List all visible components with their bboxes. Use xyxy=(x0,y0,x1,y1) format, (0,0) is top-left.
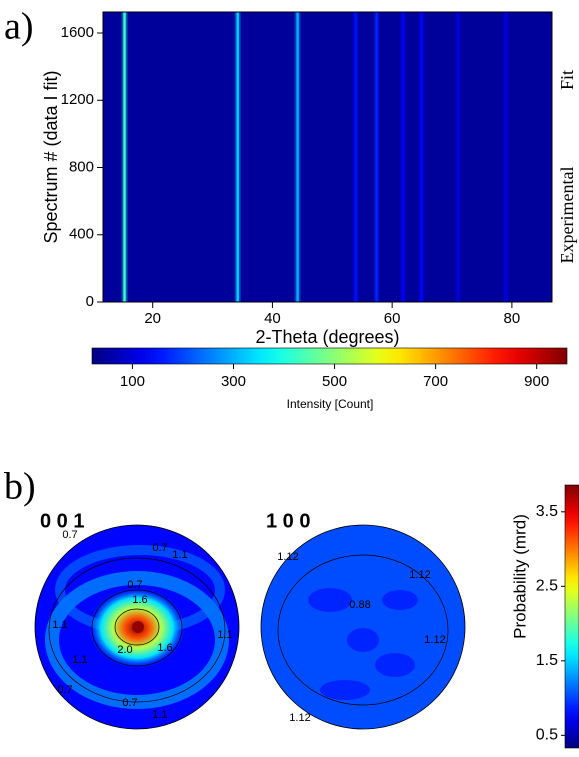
colorbar-tick-label: 700 xyxy=(423,373,448,390)
contour-label: 0.7 xyxy=(57,684,72,696)
contour-label: 0.7 xyxy=(152,542,167,554)
contour-label: 1.1 xyxy=(152,709,167,721)
peak-line xyxy=(375,12,378,302)
pole-contour xyxy=(277,554,449,706)
colorbar-tick-label: 900 xyxy=(524,373,549,390)
y-tick-label: 800 xyxy=(69,158,94,175)
peak-line xyxy=(420,12,423,302)
pole-figure-title: 1 0 0 xyxy=(266,510,310,532)
pole-outline xyxy=(34,524,240,730)
contour-label: 1.6 xyxy=(132,594,147,606)
x-axis-label: 2-Theta (degrees) xyxy=(255,327,399,347)
peak-line xyxy=(296,12,299,302)
peak-line xyxy=(236,12,239,302)
colorbar-tick-label: 3.5 xyxy=(536,503,558,520)
contour-label: 0.7 xyxy=(122,697,137,709)
pole-figure-field xyxy=(35,525,239,729)
plot-frame xyxy=(102,11,553,303)
panel-label: b) xyxy=(4,466,36,508)
contour-label: 1.12 xyxy=(409,569,430,581)
contour-label: 0.7 xyxy=(62,529,77,541)
colorbar xyxy=(91,347,568,365)
contour-label: 1.1 xyxy=(217,629,232,641)
colorbar-label: Intensity [Count] xyxy=(287,397,374,411)
colorbar-tick-label: 0.5 xyxy=(536,727,558,744)
pole-figure-title: 0 0 1 xyxy=(40,510,84,532)
peak-line xyxy=(504,12,508,302)
contour-label: 1.12 xyxy=(277,551,298,563)
region-label: Experimental xyxy=(557,167,577,264)
colorbar xyxy=(564,484,579,749)
x-tick-label: 60 xyxy=(384,310,401,327)
contour-label: 0.7 xyxy=(127,579,142,591)
heatmap-background xyxy=(103,12,552,302)
contour-label: 1.1 xyxy=(72,654,87,666)
pole-patch xyxy=(308,588,352,612)
peak-line xyxy=(401,12,405,302)
colorbar-tick-label: 300 xyxy=(221,373,246,390)
peak-line xyxy=(123,12,126,302)
contour-label: 2.0 xyxy=(117,644,132,656)
y-tick-label: 400 xyxy=(69,226,94,243)
contour-label: 1.1 xyxy=(52,619,67,631)
contour-label: 0.88 xyxy=(349,599,370,611)
colorbar-tick-label: 500 xyxy=(322,373,347,390)
region-label: Fit xyxy=(557,70,577,90)
contour-label: 1.12 xyxy=(424,634,445,646)
pole-patch xyxy=(375,653,415,677)
pole-hotspot-core xyxy=(132,621,144,633)
y-tick-label: 0 xyxy=(86,293,94,310)
y-tick-label: 1600 xyxy=(61,24,94,41)
pole-figure-field xyxy=(261,525,465,729)
colorbar-tick-label: 2.5 xyxy=(536,578,558,595)
pole-contour xyxy=(91,589,183,667)
x-tick-label: 40 xyxy=(264,310,281,327)
contour-label: 1.1 xyxy=(172,549,187,561)
x-tick-label: 80 xyxy=(504,310,521,327)
pole-patch xyxy=(382,590,418,610)
pole-outline xyxy=(260,524,466,730)
colorbar-label: Probability (mrd) xyxy=(510,514,529,639)
colorbar-tick-label: 100 xyxy=(120,373,145,390)
pole-contour xyxy=(48,557,226,703)
contour-label: 1.6 xyxy=(157,642,172,654)
x-tick-label: 20 xyxy=(144,310,161,327)
y-axis-label: Spectrum # (data I fit) xyxy=(41,70,61,243)
pole-patch xyxy=(347,628,379,652)
panel-label: a) xyxy=(4,6,34,48)
pole-contour xyxy=(114,608,160,646)
peak-line xyxy=(354,12,357,302)
contour-label: 1.12 xyxy=(289,712,310,724)
y-tick-label: 1200 xyxy=(61,91,94,108)
peak-line xyxy=(456,12,460,302)
colorbar-tick-label: 1.5 xyxy=(536,652,558,669)
pole-patch xyxy=(320,680,370,700)
